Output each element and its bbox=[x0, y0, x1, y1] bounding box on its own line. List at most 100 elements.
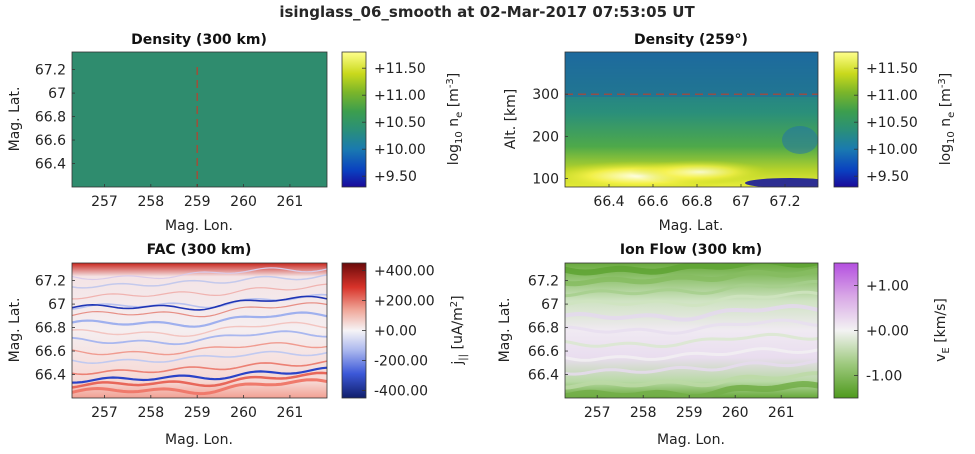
panel-title: Density (259°) bbox=[634, 32, 748, 48]
flow-band bbox=[565, 347, 818, 362]
current-sheet bbox=[72, 378, 327, 396]
flow-structures bbox=[565, 263, 818, 398]
colorbar-label: j|| [uA/m2] bbox=[449, 295, 469, 365]
y-tick-label: 67 bbox=[48, 297, 66, 313]
current-sheet bbox=[72, 274, 327, 289]
flow-band bbox=[565, 267, 818, 287]
colorbar-tick-label: +10.00 bbox=[374, 142, 426, 158]
x-tick-label: 259 bbox=[184, 405, 211, 421]
y-axis-label: Alt. [km] bbox=[503, 89, 519, 150]
current-sheet bbox=[72, 360, 327, 376]
density-depletion bbox=[745, 178, 818, 187]
current-sheet bbox=[72, 302, 327, 318]
x-tick-label: 260 bbox=[722, 405, 749, 421]
x-axis-label: Mag. Lon. bbox=[165, 432, 233, 448]
y-tick-label: 66.6 bbox=[35, 344, 66, 360]
y-tick-label: 66.6 bbox=[35, 133, 66, 149]
colorbar bbox=[341, 51, 367, 188]
current-sheet bbox=[72, 366, 327, 384]
x-axis-label: Mag. Lon. bbox=[165, 218, 233, 234]
x-tick-label: 66.4 bbox=[593, 194, 624, 210]
colorbar-label: log10 ne [m-3] bbox=[937, 73, 957, 166]
plot-frame bbox=[564, 51, 819, 188]
panel-title: Ion Flow (300 km) bbox=[620, 242, 762, 258]
figure-title: isinglass_06_smooth at 02-Mar-2017 07:53… bbox=[279, 3, 695, 21]
current-sheet bbox=[72, 350, 327, 365]
current-sheet bbox=[72, 283, 327, 300]
x-axis-label: Mag. Lat. bbox=[659, 218, 724, 234]
panel-title: FAC (300 km) bbox=[147, 242, 252, 258]
x-tick-label: 258 bbox=[630, 405, 657, 421]
colorbar-tick-label: +0.00 bbox=[866, 324, 909, 340]
colorbar-tick-label: +1.00 bbox=[866, 279, 909, 295]
y-tick-label: 66.4 bbox=[35, 157, 66, 173]
flow-band bbox=[565, 263, 818, 276]
y-tick-label: 67.2 bbox=[35, 274, 66, 290]
y-tick-label: 300 bbox=[532, 87, 559, 103]
x-tick-label: 261 bbox=[768, 405, 795, 421]
colorbar-tick-label: +10.00 bbox=[866, 142, 918, 158]
x-tick-label: 260 bbox=[230, 405, 257, 421]
colorbar-tick-label: +400.00 bbox=[374, 264, 435, 280]
flow-band bbox=[565, 303, 818, 322]
colorbar-tick-label: +11.50 bbox=[866, 61, 918, 77]
y-axis-label: Mag. Lat. bbox=[7, 298, 23, 363]
fac-300km-panel: FAC (300 km) 257 258 259 260 261 66.4 66.6 66.8… bbox=[7, 242, 469, 448]
flow-band bbox=[565, 280, 818, 298]
colorbar-tick-label: +10.50 bbox=[866, 115, 918, 131]
x-tick-label: 66.6 bbox=[637, 194, 668, 210]
flow-band bbox=[565, 380, 818, 398]
colorbar-tick-label: +10.50 bbox=[374, 115, 426, 131]
x-tick-label: 66.8 bbox=[681, 194, 712, 210]
plot-frame bbox=[564, 262, 819, 399]
y-tick-label: 66.8 bbox=[528, 321, 559, 337]
x-tick-label: 259 bbox=[184, 194, 211, 210]
plot-frame bbox=[71, 51, 328, 188]
x-tick-label: 258 bbox=[137, 194, 164, 210]
y-tick-label: 67 bbox=[541, 297, 559, 313]
density-field bbox=[72, 52, 327, 187]
y-tick-label: 67 bbox=[48, 86, 66, 102]
y-axis-label: Mag. Lat. bbox=[7, 87, 23, 152]
x-tick-label: 257 bbox=[91, 405, 118, 421]
flow-band bbox=[565, 359, 818, 376]
y-tick-label: 66.4 bbox=[528, 368, 559, 384]
colorbar-tick-label: +11.00 bbox=[866, 88, 918, 104]
y-tick-label: 66.6 bbox=[528, 344, 559, 360]
y-tick-label: 67.2 bbox=[35, 63, 66, 79]
x-tick-label: 67 bbox=[732, 194, 750, 210]
colorbar-tick-label: +9.50 bbox=[866, 169, 909, 185]
colorbar-tick-label: +0.00 bbox=[374, 324, 417, 340]
y-tick-label: 67.2 bbox=[528, 274, 559, 290]
x-tick-label: 258 bbox=[137, 405, 164, 421]
colorbar-label: log10 ne [m-3] bbox=[445, 73, 465, 166]
y-tick-label: 100 bbox=[532, 172, 559, 188]
density-300km-panel: Density (300 km) 257 258 259 260 261 66.4 66.6… bbox=[7, 32, 465, 234]
current-sheet bbox=[72, 311, 327, 328]
current-sheets bbox=[72, 267, 327, 396]
flow-band bbox=[565, 318, 818, 335]
e-region-enhancement bbox=[630, 160, 770, 184]
x-tick-label: 259 bbox=[676, 405, 703, 421]
plot-frame bbox=[71, 262, 328, 399]
flow-band bbox=[565, 371, 818, 390]
current-sheet bbox=[72, 330, 327, 346]
colorbar bbox=[833, 51, 859, 188]
x-tick-label: 260 bbox=[230, 194, 257, 210]
current-sheet bbox=[72, 267, 327, 281]
current-sheet bbox=[72, 371, 327, 389]
colorbar-tick-label: +9.50 bbox=[374, 169, 417, 185]
flow-band bbox=[565, 332, 818, 349]
density-259deg-panel: Density (259°) 66.4 66.6 66.8 67 67.2 100 200 3… bbox=[503, 32, 957, 234]
colorbar-tick-label: -1.00 bbox=[866, 369, 902, 385]
y-tick-label: 66.8 bbox=[35, 321, 66, 337]
x-axis-label: Mag. Lon. bbox=[657, 432, 725, 448]
current-sheet bbox=[72, 321, 327, 338]
x-tick-label: 261 bbox=[277, 194, 304, 210]
flow-band bbox=[565, 290, 818, 307]
current-sheet bbox=[72, 295, 327, 311]
x-tick-label: 261 bbox=[277, 405, 304, 421]
colorbar-tick-label: +200.00 bbox=[374, 294, 435, 310]
upper-altitude-band bbox=[565, 52, 818, 97]
